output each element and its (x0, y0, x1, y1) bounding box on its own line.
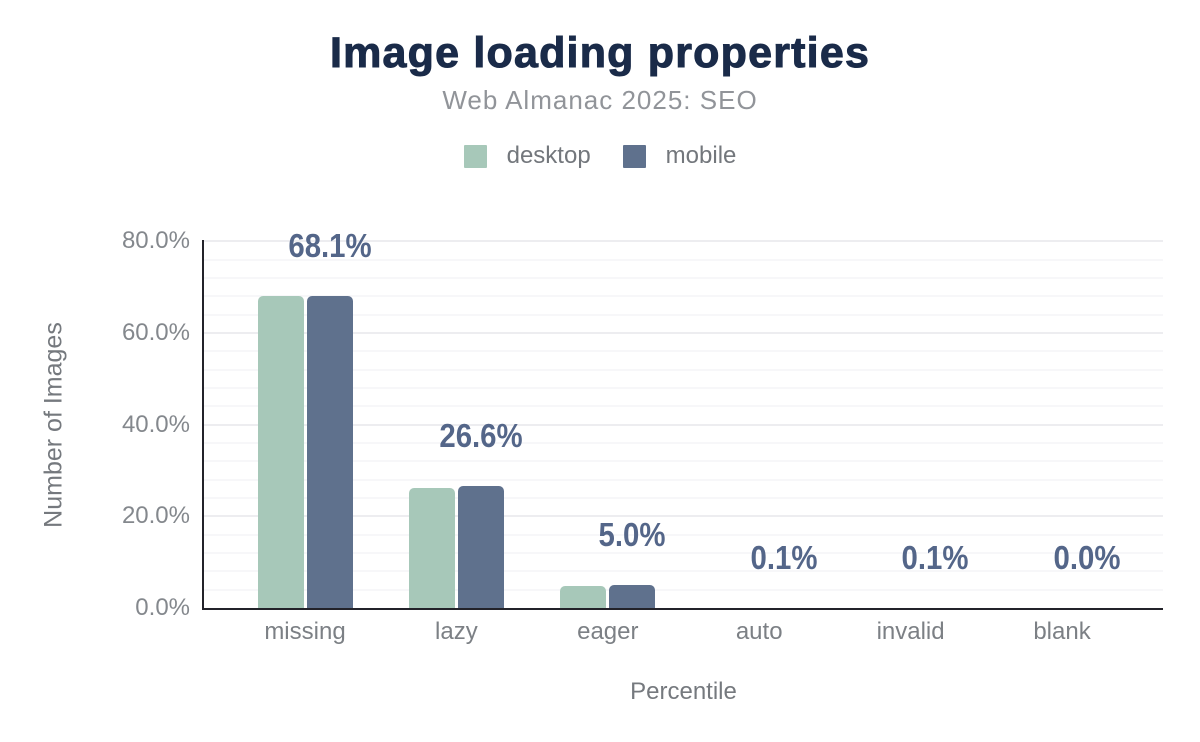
data-label-lazy: 26.6% (439, 417, 523, 455)
data-label-auto: 0.1% (750, 538, 818, 576)
y-axis-tick-label: 0.0% (135, 594, 190, 621)
minor-gridline (202, 478, 1163, 481)
major-gridline (202, 423, 1163, 426)
legend-swatch-mobile (622, 144, 646, 168)
mobile-bar-missing[interactable] (306, 295, 353, 608)
mobile-bar-lazy[interactable] (457, 486, 504, 608)
x-axis-title: Percentile (630, 678, 737, 705)
x-axis-tick-label: auto (735, 618, 783, 645)
minor-gridline (202, 570, 1163, 573)
y-axis-title: Number of Images (39, 321, 68, 528)
desktop-bar-missing[interactable] (257, 295, 304, 608)
y-axis-tick-label: 40.0% (121, 410, 190, 438)
legend-label-desktop: desktop (506, 142, 591, 169)
minor-gridline (202, 588, 1163, 591)
y-axis-tick-label: 60.0% (121, 319, 190, 347)
data-label-invalid: 0.1% (901, 538, 969, 576)
x-axis-tick-label: blank (1033, 618, 1091, 645)
major-gridline (202, 240, 1163, 243)
mobile-bar-eager[interactable] (609, 585, 656, 608)
legend-item-desktop[interactable]: desktop (463, 142, 591, 170)
minor-gridline (202, 460, 1163, 463)
minor-gridline (202, 295, 1163, 298)
minor-gridline (202, 552, 1163, 554)
minor-gridline (202, 313, 1163, 316)
minor-gridline (202, 405, 1163, 408)
minor-gridline (202, 277, 1163, 280)
legend-item-mobile[interactable]: mobile (622, 142, 737, 170)
y-axis-tick-label: 20.0% (121, 502, 190, 530)
minor-gridline (202, 368, 1163, 371)
y-axis-tick-label: 80.0% (121, 227, 190, 255)
desktop-bar-eager[interactable] (560, 586, 607, 608)
data-label-missing: 68.1% (287, 227, 372, 265)
legend: desktop mobile (0, 142, 1200, 170)
x-axis-tick-label: eager (577, 618, 639, 645)
minor-gridline (202, 258, 1163, 261)
minor-gridline (202, 387, 1163, 390)
chart-title: Image loading properties (329, 29, 871, 78)
x-axis-tick-label: lazy (435, 618, 478, 645)
minor-gridline (202, 533, 1163, 536)
legend-label-mobile: mobile (665, 142, 737, 169)
desktop-bar-lazy[interactable] (408, 488, 455, 608)
x-axis-line (202, 607, 1163, 610)
data-label-eager: 5.0% (598, 516, 666, 554)
y-axis-line (202, 240, 204, 610)
minor-gridline (202, 497, 1163, 500)
minor-gridline (202, 442, 1163, 445)
x-axis-tick-label: invalid (876, 618, 945, 645)
x-axis-tick-label: missing (264, 618, 346, 645)
chart-subtitle: Web Almanac 2025: SEO (442, 85, 758, 115)
data-label-blank: 0.0% (1053, 539, 1120, 577)
major-gridline (202, 332, 1163, 335)
legend-swatch-desktop (463, 144, 487, 168)
major-gridline (202, 515, 1163, 518)
minor-gridline (202, 350, 1163, 353)
